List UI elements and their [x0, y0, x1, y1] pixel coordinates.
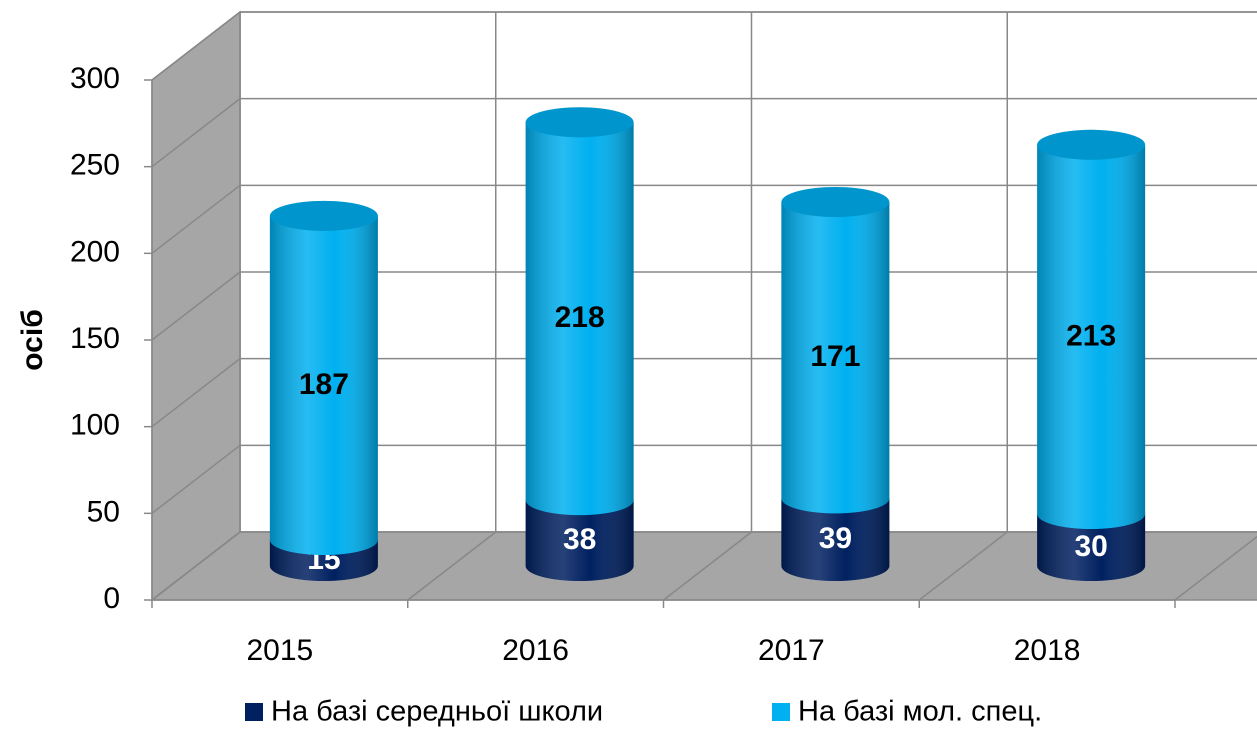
cylinder-cap-shade — [269, 200, 378, 231]
legend-label: На базі мол. спец. — [798, 696, 1042, 728]
cylinder-cap-shade — [781, 187, 890, 217]
y-tick-label: 50 — [87, 495, 120, 528]
floor-line — [918, 531, 1008, 601]
y-axis-label: осіб — [16, 309, 49, 370]
cylinder-shade — [781, 498, 890, 581]
x-tick-label: 2018 — [1014, 634, 1081, 667]
y-tick-label: 100 — [70, 409, 120, 442]
legend-swatch — [772, 703, 790, 721]
floor-line — [407, 531, 497, 601]
legend-label: На базі середньої школи — [271, 696, 603, 728]
cylinder-shade — [269, 215, 378, 555]
grid-line — [151, 184, 1257, 254]
grid-line — [151, 271, 1257, 341]
x-tick-label: 2017 — [758, 634, 825, 667]
y-tick-label: 150 — [70, 322, 120, 355]
floor-line — [1174, 535, 1257, 601]
y-tick-label: 0 — [103, 582, 120, 615]
grid-line — [151, 11, 1257, 81]
y-tick-label: 300 — [70, 62, 120, 95]
grid-line — [151, 97, 1257, 168]
x-tick-label: 2016 — [502, 634, 569, 667]
data-label: 187 — [299, 368, 349, 401]
grid-line — [151, 444, 1257, 514]
cylinder-shade — [525, 500, 634, 581]
cylinder-shade — [525, 122, 634, 516]
grid-line — [151, 531, 1257, 601]
cylinder-cap-shade — [1037, 129, 1146, 160]
x-tick-label: 2015 — [247, 634, 314, 667]
data-label: 218 — [555, 301, 605, 334]
floor-line — [663, 531, 752, 601]
cylinder-cap — [525, 107, 634, 138]
cylinder-shade — [781, 202, 890, 514]
data-label: 38 — [563, 523, 596, 556]
cylinder-cap — [781, 187, 890, 217]
legend-swatch — [245, 703, 263, 721]
plot — [149, 10, 1257, 602]
data-label: 39 — [819, 522, 852, 555]
cylinder-shade — [1037, 514, 1146, 581]
cylinder-shade — [1037, 144, 1146, 530]
cylinder-cap — [1037, 129, 1146, 160]
y-tick-label: 200 — [70, 235, 120, 268]
cylinder-cap — [269, 200, 378, 231]
cylinder-cap-shade — [525, 107, 634, 138]
data-label: 213 — [1066, 319, 1116, 352]
y-tick-label: 250 — [70, 149, 120, 182]
data-label: 171 — [810, 340, 860, 373]
grid-line — [151, 357, 1257, 428]
data-label: 30 — [1074, 530, 1107, 563]
